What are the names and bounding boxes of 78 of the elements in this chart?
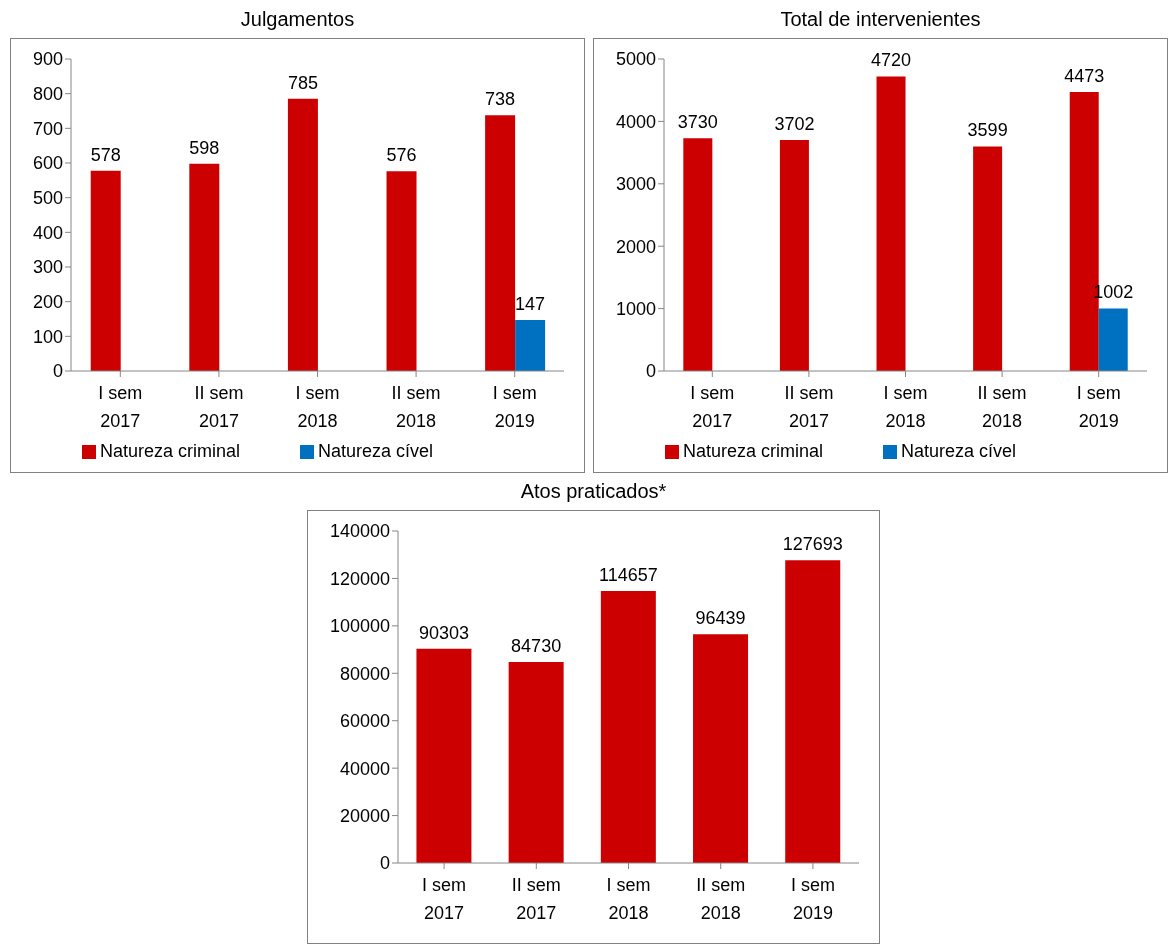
y-tick-label: 600 <box>32 153 63 174</box>
data-label: 3730 <box>677 112 718 133</box>
y-tick-label: 500 <box>32 188 63 209</box>
y-tick-label: 100 <box>32 326 63 347</box>
x-tick-label: II sem 2018 <box>391 383 441 431</box>
bar <box>876 76 906 371</box>
y-tick-label: 40000 <box>339 758 390 779</box>
legend-label: Natureza cível <box>317 441 434 461</box>
data-label: 147 <box>515 294 546 315</box>
bar <box>779 140 809 371</box>
x-tick-label: II sem 2017 <box>194 383 244 431</box>
data-label: 4473 <box>1064 65 1105 86</box>
x-tick-label: II sem 2017 <box>784 383 834 431</box>
data-label: 127693 <box>782 534 843 555</box>
y-tick-label: 400 <box>32 222 63 243</box>
y-tick-label: 20000 <box>339 805 390 826</box>
y-tick-label: 0 <box>645 361 656 382</box>
data-label: 578 <box>90 144 121 165</box>
bar <box>1098 308 1128 371</box>
y-tick-label: 5000 <box>615 49 656 70</box>
bar <box>515 320 546 371</box>
x-tick-label: II sem 2018 <box>696 875 746 923</box>
bar <box>683 138 713 371</box>
y-tick-label: 60000 <box>339 711 390 732</box>
chart-title: Total de intervenientes <box>779 8 982 31</box>
bar <box>693 634 749 863</box>
chart-title: Atos praticados* <box>519 480 668 503</box>
x-tick-label: I sem 2017 <box>98 383 143 431</box>
y-tick-label: 300 <box>32 257 63 278</box>
data-label: 598 <box>189 137 220 158</box>
bar <box>785 560 841 863</box>
x-tick-label: I sem 2017 <box>422 875 467 923</box>
y-tick-label: 80000 <box>339 663 390 684</box>
y-tick-label: 100000 <box>329 616 390 637</box>
legend-label: Natureza criminal <box>682 441 823 461</box>
bar <box>485 115 516 371</box>
x-tick-label: II sem 2017 <box>511 875 561 923</box>
y-tick-label: 1000 <box>615 298 656 319</box>
bar <box>90 170 121 371</box>
y-tick-label: 0 <box>379 853 390 874</box>
x-tick-label: II sem 2018 <box>977 383 1027 431</box>
y-tick-label: 3000 <box>615 174 656 195</box>
legend-label: Natureza cível <box>900 441 1017 461</box>
x-tick-label: I sem 2018 <box>883 383 928 431</box>
x-tick-label: I sem 2017 <box>690 383 735 431</box>
y-tick-label: 2000 <box>615 236 656 257</box>
data-label: 738 <box>485 89 516 110</box>
data-label: 114657 <box>598 565 658 586</box>
y-tick-label: 800 <box>32 84 63 105</box>
bar <box>386 171 417 371</box>
bar <box>600 591 656 863</box>
chart-title: Julgamentos <box>239 8 356 31</box>
bar <box>189 163 220 371</box>
data-label: 96439 <box>695 608 746 629</box>
legend-label: Natureza criminal <box>99 441 240 461</box>
y-tick-label: 200 <box>32 292 63 313</box>
y-tick-label: 0 <box>52 361 63 382</box>
y-tick-label: 700 <box>32 118 63 139</box>
data-label: 3599 <box>967 120 1008 141</box>
y-tick-label: 4000 <box>615 111 656 132</box>
bar <box>508 662 564 863</box>
bar <box>287 98 318 371</box>
data-label: 4720 <box>871 50 912 71</box>
y-tick-label: 120000 <box>329 568 390 589</box>
y-tick-label: 140000 <box>329 521 390 542</box>
data-label: 84730 <box>511 636 562 657</box>
x-tick-label: I sem 2019 <box>1076 383 1121 431</box>
x-tick-label: I sem 2018 <box>295 383 340 431</box>
data-label: 90303 <box>418 622 469 643</box>
data-label: 3702 <box>774 114 815 134</box>
bar <box>416 648 472 863</box>
y-tick-label: 900 <box>32 49 63 70</box>
data-label: 576 <box>386 145 417 166</box>
x-tick-label: I sem 2019 <box>790 875 835 923</box>
x-tick-label: I sem 2018 <box>606 875 651 923</box>
bar <box>973 146 1003 371</box>
x-tick-label: I sem 2019 <box>492 383 537 431</box>
data-label: 785 <box>287 72 318 93</box>
